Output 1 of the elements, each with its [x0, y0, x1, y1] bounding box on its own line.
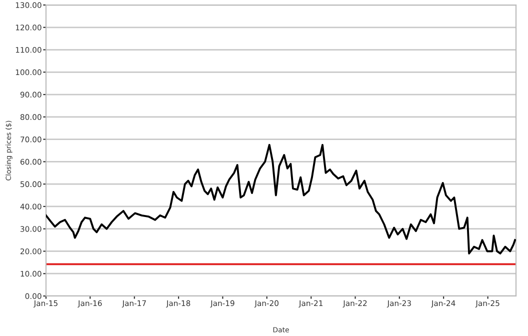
line-series [46, 144, 516, 254]
